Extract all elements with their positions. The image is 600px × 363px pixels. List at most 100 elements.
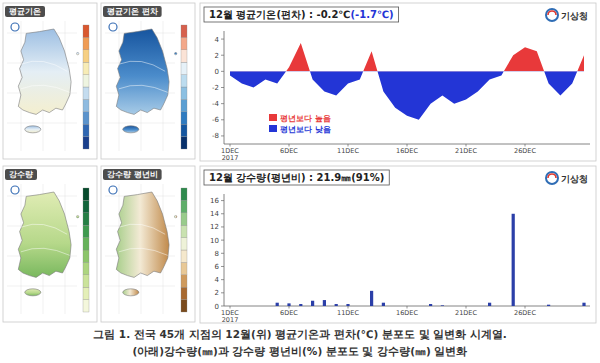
map-panel: 강수량 평년비 (101, 166, 195, 322)
bar (228, 306, 231, 307)
x-tick-label: 21DEC (455, 147, 477, 155)
map-jeju (25, 126, 41, 133)
chart-frame (200, 3, 596, 161)
colorbar-cell (181, 37, 187, 49)
chart-title-box (204, 7, 399, 22)
bar (323, 300, 326, 306)
chart-title-group: 12월 강수량(평년비) : 21.9㎜(91%) (204, 170, 389, 185)
bar (335, 304, 338, 306)
colorbar-cell (181, 250, 187, 262)
chart: 12월 강수량(평년비) : 21.9㎜(91%)기상청024681012141… (200, 166, 596, 324)
positive-area-group (230, 43, 584, 71)
map-frame (101, 166, 195, 322)
map-contour (21, 61, 67, 71)
x-tick-label: 11DEC (337, 147, 359, 155)
bar (394, 306, 397, 307)
colorbar-cell (83, 37, 89, 49)
map-logo (109, 23, 117, 31)
bar (476, 306, 479, 307)
bar (287, 303, 290, 306)
bar (417, 306, 420, 307)
map-jeju (123, 289, 139, 296)
logo-text: 기상청 (561, 174, 588, 184)
logo-icon (546, 172, 558, 184)
map-title-tab (103, 169, 162, 180)
map-frame (101, 3, 195, 159)
bar (441, 305, 444, 306)
map-logo (109, 186, 117, 194)
map-jeju (123, 126, 139, 133)
y-tick (221, 253, 224, 254)
map-frame (3, 3, 97, 159)
map-land (18, 29, 71, 114)
x-tick-label: 6DEC (280, 147, 298, 155)
negative-area-group (230, 71, 584, 119)
map-contour (21, 85, 70, 92)
colorbar-cell (181, 99, 187, 111)
colorbar-cell (83, 250, 89, 262)
map-ulleung (174, 215, 176, 217)
map-title-tab (5, 169, 37, 180)
y-tick-label: 4 (215, 276, 220, 284)
colorbar-cell (181, 200, 187, 212)
map-ulleung (76, 52, 78, 54)
colorbar-cell (181, 25, 187, 37)
bar (405, 306, 408, 307)
bar (464, 306, 467, 307)
caption-line: 그림 1. 전국 45개 지점의 12월(위) 평균기온과 편차(℃) 분포도 … (93, 328, 507, 340)
bar (571, 306, 574, 307)
y-tick-label: 2 (215, 52, 219, 60)
bar (488, 303, 491, 306)
map-jeju (25, 289, 41, 296)
x-tick-label: 26DEC (514, 147, 536, 155)
y-tick-label: 4 (215, 36, 220, 44)
map-contour (119, 248, 168, 255)
bar (559, 306, 562, 307)
colorbar-cell (83, 87, 89, 99)
colorbar-cell (83, 137, 89, 149)
colorbar-cell (181, 188, 187, 200)
colorbar-cell (181, 50, 187, 62)
x-tick-label: 16DEC (396, 147, 418, 155)
legend-label: 평년보다 높음 (280, 114, 331, 123)
map-land (116, 192, 169, 277)
chart: 12월 평균기온(편차) : -0.2℃(-1.7℃)기상청-8-6-4-202… (200, 3, 596, 162)
y-tick-label: 8 (215, 250, 219, 258)
bar (299, 304, 302, 306)
y-tick-label: 2 (215, 289, 219, 297)
colorbar-cell (181, 300, 187, 312)
y-tick (221, 135, 224, 136)
map-title: 강수량 평년비 (107, 170, 158, 179)
colorbar-cell (83, 262, 89, 274)
logo-icon (546, 9, 558, 21)
y-tick-label: 10 (210, 237, 219, 245)
caption-line: (아래)강수량(㎜)과 강수량 평년비(%) 분포도 및 강수량(㎜) 일변화 (133, 345, 468, 357)
colorbar-cell (83, 75, 89, 87)
map-ulleung (76, 215, 78, 217)
colorbar-cell (83, 188, 89, 200)
bar (264, 306, 267, 307)
y-tick (221, 55, 224, 56)
chart-title: 12월 강수량(평년비) : 21.9㎜(91%) (209, 172, 384, 183)
map-title: 평균기온 편차 (107, 7, 158, 16)
chart-title-main: 12월 평균기온(편차) : -0.2℃ (209, 9, 350, 20)
y-tick (221, 200, 224, 201)
y-tick (221, 266, 224, 267)
y-tick (221, 103, 224, 104)
legend-swatch (269, 114, 277, 121)
colorbar-cell (181, 137, 187, 149)
y-tick-label: -4 (212, 100, 220, 108)
y-tick (221, 226, 224, 227)
logo-icon (548, 174, 556, 178)
colorbar-cell (83, 287, 89, 299)
y-tick-label: 0 (215, 303, 219, 311)
y-tick (221, 292, 224, 293)
bar (547, 305, 550, 306)
y-tick-label: -8 (212, 132, 219, 140)
y-tick-label: -2 (212, 84, 219, 92)
y-tick (221, 306, 224, 307)
map-logo (11, 23, 19, 31)
bar (358, 306, 361, 307)
chart-title-box (204, 170, 389, 185)
colorbar-cell (83, 25, 89, 37)
